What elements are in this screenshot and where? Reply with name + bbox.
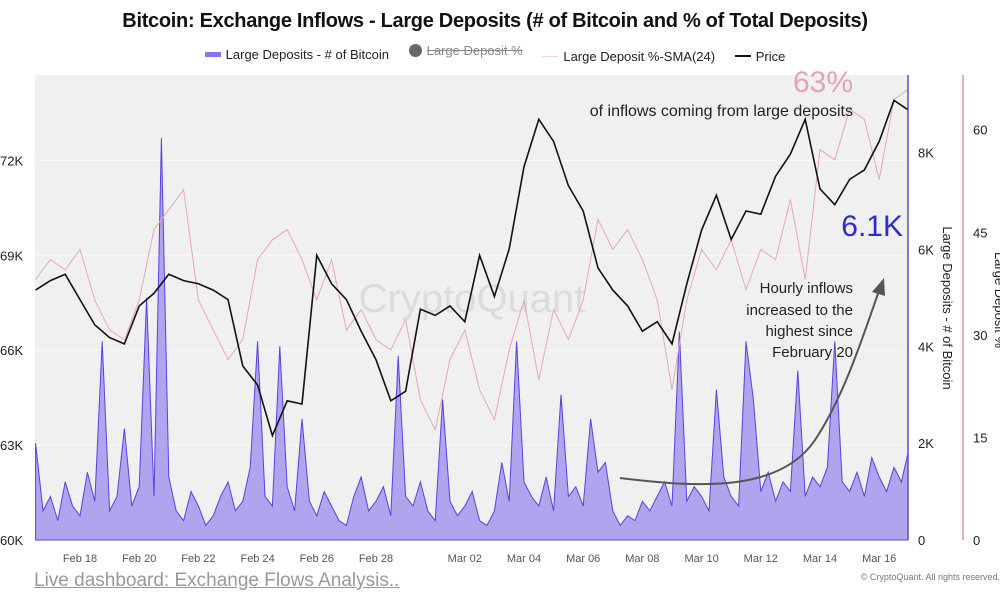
legend-label: Price xyxy=(755,48,786,64)
legend-item-large-deposit-pct[interactable]: Large Deposit % xyxy=(408,43,523,58)
legend-label: Large Deposit % xyxy=(426,43,523,58)
series-price xyxy=(35,99,909,438)
watermark: CryptoQuant xyxy=(359,277,586,321)
x-tick: Feb 26 xyxy=(300,553,334,565)
axis-label-deposits: Large Deposits - # of Bitcoin xyxy=(940,226,955,389)
annotation-line: highest since xyxy=(765,323,853,340)
legend-item-sma[interactable]: Large Deposit %-SMA(24) xyxy=(542,49,715,64)
legend-label: Large Deposit %-SMA(24) xyxy=(563,49,716,64)
x-tick: Feb 22 xyxy=(181,553,215,565)
legend-label: Large Deposits - # of Bitcoin xyxy=(225,47,389,62)
y-tick-left: 66K xyxy=(0,343,23,358)
x-tick: Mar 04 xyxy=(507,553,541,565)
annotation-line: February 20 xyxy=(772,344,853,361)
y-tick-pct: 45 xyxy=(973,225,987,240)
y-tick-deposits: 0 xyxy=(918,533,925,548)
legend-dot xyxy=(408,44,422,57)
y-tick-pct: 30 xyxy=(973,328,987,343)
y-tick-left: 72K xyxy=(0,153,23,168)
y-tick-deposits: 8K xyxy=(918,146,934,161)
annotation-pct-value: 63% xyxy=(793,66,853,99)
x-tick: Feb 24 xyxy=(240,553,274,565)
y-tick-pct: 60 xyxy=(973,123,987,138)
y-tick-left: 60K xyxy=(0,533,23,548)
x-tick: Feb 28 xyxy=(359,553,393,565)
dashboard-link[interactable]: Live dashboard: Exchange Flows Analysis.… xyxy=(34,570,400,591)
series-sma xyxy=(35,88,909,432)
annotation-line: increased to the xyxy=(746,302,853,319)
x-tick: Mar 12 xyxy=(744,553,778,565)
x-tick: Mar 06 xyxy=(566,553,600,565)
legend-swatch xyxy=(204,52,221,57)
x-tick: Feb 18 xyxy=(63,553,97,565)
y-tick-left: 69K xyxy=(0,248,23,263)
chart-title: Bitcoin: Exchange Inflows - Large Deposi… xyxy=(122,10,868,32)
series-large-deposits xyxy=(35,137,909,541)
arrow-head-icon xyxy=(872,278,885,296)
annotation-line: Hourly inflows xyxy=(760,280,853,297)
annotation-deposit-value: 6.1K xyxy=(841,210,903,243)
x-tick: Mar 10 xyxy=(684,553,718,565)
annotation-arrow xyxy=(619,287,881,486)
x-tick: Mar 14 xyxy=(803,553,837,565)
y-tick-deposits: 4K xyxy=(918,339,934,354)
x-tick: Mar 02 xyxy=(448,553,482,565)
y-tick-deposits: 6K xyxy=(918,242,934,257)
x-tick: Feb 20 xyxy=(122,553,156,565)
annotation-hourly: Hourly inflows increased to the highest … xyxy=(746,280,853,361)
axis-label-pct: Large Deposit % xyxy=(992,252,1000,349)
y-tick-left: 63K xyxy=(0,438,23,453)
legend-swatch xyxy=(734,55,751,57)
y-tick-pct: 0 xyxy=(973,533,980,548)
legend-item-price[interactable]: Price xyxy=(734,48,786,64)
annotation-pct-text: of inflows coming from large deposits xyxy=(590,103,853,120)
legend-item-large-deposits[interactable]: Large Deposits - # of Bitcoin xyxy=(204,47,389,62)
copyright: © CryptoQuant. All rights reserved. xyxy=(860,572,1000,582)
plot-area xyxy=(35,75,908,540)
legend-swatch xyxy=(542,56,559,57)
x-tick: Mar 08 xyxy=(625,553,659,565)
x-tick: Mar 16 xyxy=(862,553,896,565)
legend: Large Deposits - # of Bitcoin Large Depo… xyxy=(0,43,990,64)
y-tick-pct: 15 xyxy=(973,430,987,445)
y-tick-deposits: 2K xyxy=(918,436,934,451)
